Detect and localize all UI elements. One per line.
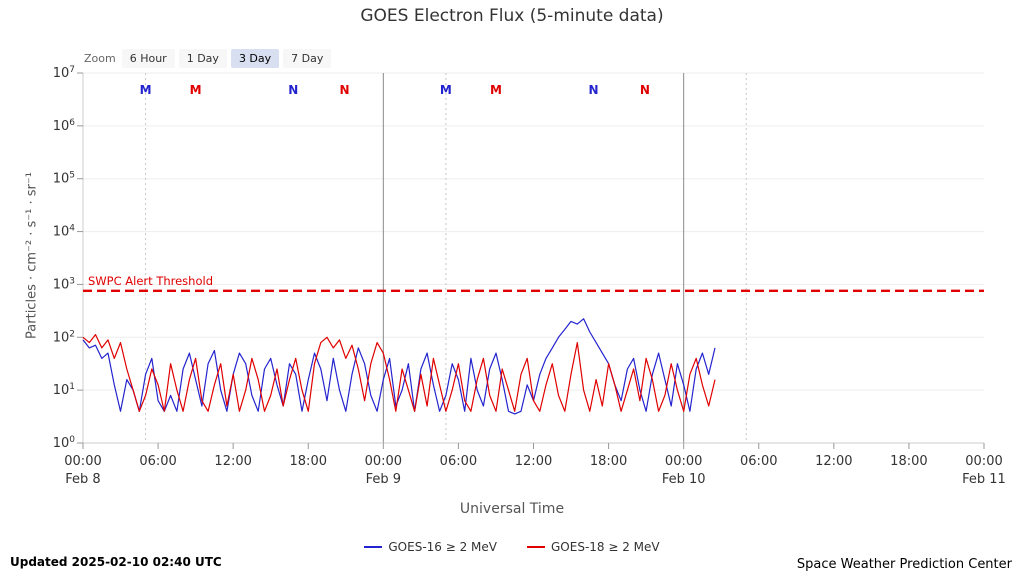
- x-tick-label: 06:00: [740, 454, 777, 469]
- x-tick-label: 12:00: [214, 454, 251, 469]
- y-tick-label: 100: [53, 435, 76, 451]
- x-tick-label: 00:00: [64, 454, 101, 469]
- legend-label-goes16: GOES-16 ≥ 2 MeV: [388, 540, 497, 554]
- zoom-button-1day[interactable]: 1 Day: [178, 49, 227, 69]
- zoom-button-6hour[interactable]: 6 Hour: [121, 49, 175, 69]
- x-tick-label: 18:00: [890, 454, 927, 469]
- satellite-local-time-marker: M: [190, 83, 202, 97]
- y-axis-title: Particles · cm⁻² · s⁻¹ · sr⁻¹: [24, 172, 40, 339]
- zoom-controls: Zoom 6 Hour 1 Day 3 Day 7 Day: [84, 49, 332, 69]
- y-tick-label: 101: [53, 382, 75, 398]
- page-title: GOES Electron Flux (5-minute data): [360, 6, 664, 26]
- satellite-local-time-marker: N: [640, 83, 650, 97]
- y-tick-label: 106: [53, 118, 76, 134]
- updated-timestamp: Updated 2025-02-10 02:40 UTC: [10, 555, 222, 569]
- satellite-local-time-marker: N: [288, 83, 298, 97]
- series-line-goes18: [82, 334, 716, 412]
- legend-item-goes18[interactable]: GOES-18 ≥ 2 MeV: [527, 540, 660, 554]
- y-tick-label: 104: [53, 224, 76, 240]
- chart-legend: GOES-16 ≥ 2 MeV GOES-18 ≥ 2 MeV: [0, 540, 1024, 554]
- x-day-label: Feb 9: [366, 472, 401, 487]
- x-tick-label: 00:00: [365, 454, 402, 469]
- legend-item-goes16[interactable]: GOES-16 ≥ 2 MeV: [364, 540, 497, 554]
- satellite-local-time-marker: N: [340, 83, 350, 97]
- zoom-label: Zoom: [84, 52, 116, 66]
- y-tick-label: 103: [53, 276, 75, 292]
- x-tick-label: 06:00: [440, 454, 477, 469]
- x-tick-label: 06:00: [139, 454, 176, 469]
- alert-threshold-label: SWPC Alert Threshold: [88, 274, 213, 288]
- x-tick-label: 18:00: [590, 454, 627, 469]
- x-tick-label: 12:00: [515, 454, 552, 469]
- series-line-goes16: [82, 318, 716, 415]
- satellite-local-time-marker: M: [140, 83, 152, 97]
- y-tick-label: 102: [53, 329, 75, 345]
- source-attribution: Space Weather Prediction Center: [796, 557, 1012, 572]
- x-tick-label: 12:00: [815, 454, 852, 469]
- goes16-line-swatch: [364, 546, 383, 548]
- x-day-label: Feb 8: [65, 472, 100, 487]
- x-tick-label: 00:00: [665, 454, 702, 469]
- satellite-local-time-marker: N: [589, 83, 599, 97]
- legend-label-goes18: GOES-18 ≥ 2 MeV: [551, 540, 660, 554]
- x-day-label: Feb 11: [962, 472, 1006, 487]
- satellite-local-time-marker: M: [440, 83, 452, 97]
- zoom-button-7day[interactable]: 7 Day: [283, 49, 332, 69]
- x-day-label: Feb 10: [662, 472, 706, 487]
- x-tick-label: 18:00: [290, 454, 327, 469]
- x-axis-title: Universal Time: [459, 501, 565, 517]
- x-tick-label: 00:00: [965, 454, 1002, 469]
- y-tick-label: 107: [53, 65, 75, 81]
- satellite-local-time-marker: M: [490, 83, 502, 97]
- zoom-button-3day[interactable]: 3 Day: [230, 49, 280, 69]
- y-tick-label: 105: [53, 171, 75, 187]
- goes18-line-swatch: [527, 546, 545, 548]
